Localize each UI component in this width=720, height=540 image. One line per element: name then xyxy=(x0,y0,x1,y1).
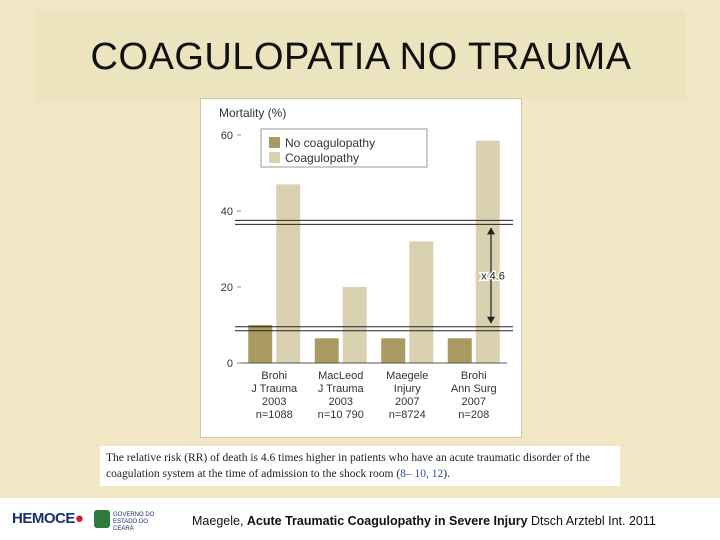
x-category-label: n=10 790 xyxy=(318,409,364,421)
legend-box xyxy=(260,128,428,168)
x-category-label: Ann Surg xyxy=(451,383,497,395)
bar-no-coagulopathy xyxy=(381,338,406,363)
x-category-label: Brohi xyxy=(461,370,487,382)
reference-source: Dtsch Arztebl Int. 2011 xyxy=(527,514,656,528)
chart-panel: Mortality (%) 0 20 40 60 Brohi J Trauma 2003 n=1… xyxy=(200,98,522,438)
caption-refs-link[interactable]: 8– 10, 12 xyxy=(400,468,444,480)
x-category-label: Injury xyxy=(394,383,421,395)
title-band: COAGULOPATIA NO TRAUMA xyxy=(36,10,686,100)
reference-title: Acute Traumatic Coagulopathy in Severe I… xyxy=(246,514,528,528)
caption-end: ). xyxy=(443,468,450,480)
government-logo-text: GOVERNO DO ESTADO DO CEARÁ xyxy=(113,512,155,532)
caption: The relative risk (RR) of death is 4.6 t… xyxy=(100,446,620,486)
legend-label: No coagulopathy xyxy=(285,136,375,150)
bar-no-coagulopathy xyxy=(248,325,273,363)
x-category-label: J Trauma xyxy=(251,383,298,395)
y-axis-label: Mortality (%) xyxy=(219,106,286,120)
y-tick-label: 20 xyxy=(221,282,233,294)
caption-text: The relative risk (RR) of death is 4.6 t… xyxy=(106,452,591,480)
bar-no-coagulopathy xyxy=(314,338,339,363)
legend-swatch xyxy=(269,137,280,148)
caption-box: The relative risk (RR) of death is 4.6 t… xyxy=(100,446,620,486)
bar-coagulopathy xyxy=(475,140,500,363)
annotation-arrow-down-icon xyxy=(487,316,495,324)
x-category-label: J Trauma xyxy=(318,383,365,395)
x-category-label: Brohi xyxy=(261,370,287,382)
x-category-label: n=208 xyxy=(458,409,489,421)
x-category-label: 2007 xyxy=(395,396,419,408)
x-category-label: 2007 xyxy=(462,396,486,408)
hemoce-logo: HEMOCE● xyxy=(12,510,84,527)
y-tick-label: 40 xyxy=(221,206,233,218)
x-category-label: 2003 xyxy=(262,396,286,408)
bar-no-coagulopathy xyxy=(447,338,472,363)
y-tick-label: 60 xyxy=(221,130,233,142)
annotation-arrow-up-icon xyxy=(487,227,495,235)
x-category-label: n=8724 xyxy=(389,409,426,421)
x-category-label: Maegele xyxy=(386,370,428,382)
bar-coagulopathy xyxy=(342,287,367,363)
slide-title: COAGULOPATIA NO TRAUMA xyxy=(90,36,632,78)
x-category-label: n=1088 xyxy=(256,409,293,421)
blood-drop-icon: ● xyxy=(74,510,84,527)
x-category-label: MacLeod xyxy=(318,370,363,382)
x-category-label: 2003 xyxy=(329,396,353,408)
footer: HEMOCE● GOVERNO DO ESTADO DO CEARÁ Maege… xyxy=(0,498,720,540)
bar-coagulopathy xyxy=(276,184,301,363)
legend-label: Coagulopathy xyxy=(285,151,359,165)
reference-citation: Maegele, Acute Traumatic Coagulopathy in… xyxy=(192,514,656,528)
reference-authors: Maegele, xyxy=(192,514,247,528)
legend-swatch xyxy=(269,152,280,163)
y-tick-label: 0 xyxy=(227,358,233,370)
ceara-seal-icon xyxy=(94,510,110,528)
bar-coagulopathy xyxy=(409,241,434,363)
annotation-label: x 4.6 xyxy=(481,271,505,283)
